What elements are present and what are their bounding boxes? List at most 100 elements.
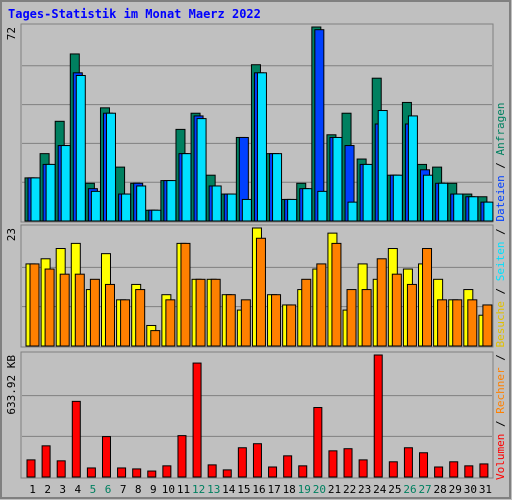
x-tick-label: 3 xyxy=(59,483,66,496)
bar xyxy=(301,278,312,347)
x-tick-label: 28 xyxy=(434,483,447,496)
y-max-label: 72 xyxy=(5,27,18,40)
bar xyxy=(483,201,494,222)
chart-title: Tages-Statistik im Monat Maerz 2022 xyxy=(8,7,261,21)
bar xyxy=(75,75,86,222)
x-tick-label: 25 xyxy=(388,483,401,496)
bar xyxy=(392,174,403,222)
x-tick-label: 9 xyxy=(150,483,157,496)
bar xyxy=(237,447,247,478)
bar xyxy=(211,185,222,222)
x-tick-label: 18 xyxy=(283,483,296,496)
x-tick-label: 10 xyxy=(162,483,175,496)
x-tick-label: 17 xyxy=(267,483,280,496)
bar xyxy=(177,435,187,478)
bar xyxy=(86,467,96,478)
bar xyxy=(302,188,313,222)
x-tick-label: 8 xyxy=(135,483,142,496)
bar xyxy=(59,273,70,347)
bar xyxy=(358,459,368,478)
bar xyxy=(346,289,357,347)
bar xyxy=(437,299,448,347)
x-tick-label: 30 xyxy=(464,483,477,496)
x-tick-label: 6 xyxy=(105,483,112,496)
x-tick-label: 7 xyxy=(120,483,127,496)
bar xyxy=(406,283,417,347)
bar xyxy=(105,112,116,222)
bar xyxy=(225,294,236,347)
bar xyxy=(45,163,56,222)
x-tick-label: 24 xyxy=(373,483,387,496)
bar xyxy=(272,153,283,222)
bar xyxy=(121,193,132,222)
bar xyxy=(453,193,464,222)
bar xyxy=(423,174,434,222)
bar xyxy=(343,448,353,478)
bar xyxy=(56,460,66,478)
bar xyxy=(117,467,127,478)
bar xyxy=(449,461,459,478)
bar xyxy=(90,190,101,222)
bar xyxy=(482,304,493,347)
bar xyxy=(332,136,343,222)
x-tick-label: 1 xyxy=(29,483,36,496)
bar xyxy=(271,294,282,347)
legend-separator: / xyxy=(494,155,507,175)
x-tick-label: 23 xyxy=(358,483,371,496)
bar xyxy=(101,436,111,478)
bar xyxy=(479,463,489,478)
bar xyxy=(226,193,237,222)
bar xyxy=(150,330,161,347)
x-tick-label: 14 xyxy=(222,483,236,496)
x-tick-label: 21 xyxy=(328,483,341,496)
legend-entry: Seiten xyxy=(494,242,507,282)
bar xyxy=(468,196,479,222)
legend-separator: / xyxy=(494,222,507,242)
bar xyxy=(255,237,266,347)
x-tick-label: 16 xyxy=(252,483,265,496)
bar xyxy=(162,465,172,478)
bar xyxy=(74,273,85,347)
bar xyxy=(181,153,192,222)
bar xyxy=(71,400,81,478)
bar xyxy=(41,445,51,478)
x-tick-label: 31 xyxy=(479,483,492,496)
x-tick-label: 26 xyxy=(403,483,416,496)
bar xyxy=(132,468,142,478)
bar xyxy=(222,469,232,478)
bar xyxy=(166,180,177,222)
bar xyxy=(422,248,433,347)
bar xyxy=(452,299,463,347)
bar xyxy=(376,258,387,347)
bar xyxy=(147,470,157,478)
x-tick-label: 12 xyxy=(192,483,205,496)
bar xyxy=(313,407,323,478)
bar xyxy=(287,198,298,222)
bar xyxy=(196,118,207,222)
legend-separator: / xyxy=(494,348,507,368)
bar xyxy=(362,163,373,222)
bar xyxy=(434,466,444,478)
bar xyxy=(407,115,418,222)
x-tick-label: 20 xyxy=(313,483,326,496)
bar xyxy=(268,466,278,478)
y-max-label: 633.92 KB xyxy=(5,355,18,415)
x-tick-label: 5 xyxy=(90,483,97,496)
bar xyxy=(89,278,100,347)
x-tick-label: 13 xyxy=(207,483,220,496)
legend-separator: / xyxy=(494,414,507,434)
bar xyxy=(26,459,36,478)
bar xyxy=(135,289,146,347)
legend-separator: / xyxy=(494,281,507,301)
legend-entry: Anfragen xyxy=(494,102,507,155)
bar xyxy=(104,283,115,347)
bar xyxy=(120,299,131,347)
x-tick-label: 19 xyxy=(298,483,311,496)
bar xyxy=(207,464,217,478)
bar xyxy=(331,242,342,347)
x-tick-label: 11 xyxy=(177,483,190,496)
x-tick-label: 15 xyxy=(237,483,250,496)
bar xyxy=(195,278,206,347)
